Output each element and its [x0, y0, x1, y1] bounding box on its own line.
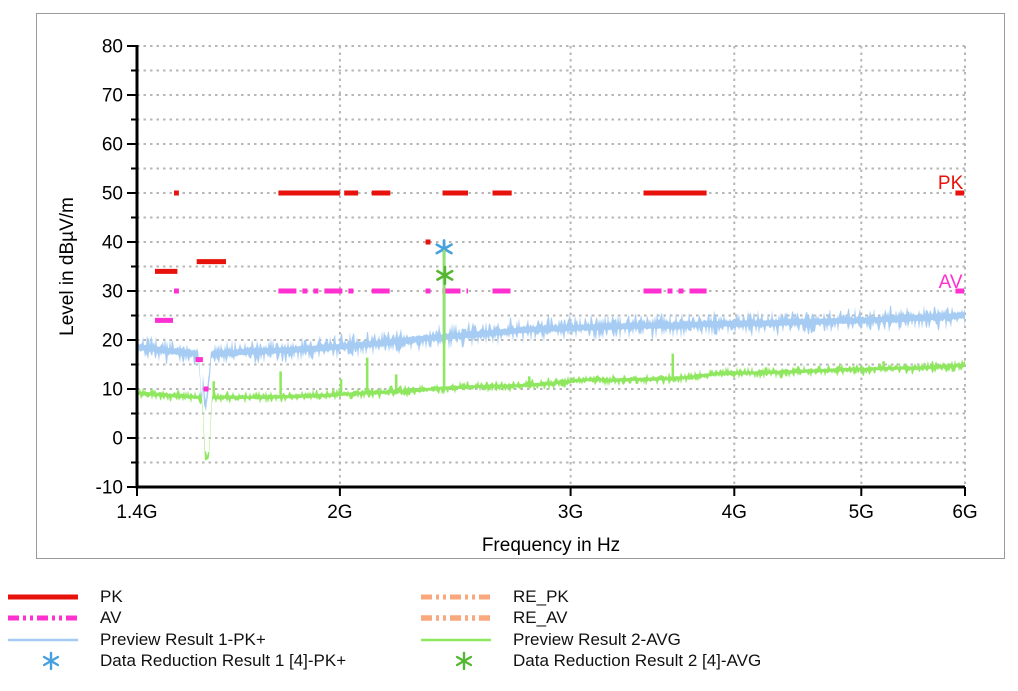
y-tick-label: 20: [102, 331, 123, 352]
x-tick-label: 2G: [327, 502, 352, 523]
x-tick-label: 3G: [558, 502, 583, 523]
re-pk-limit-line-icon: [420, 587, 508, 607]
re-av-limit-line-icon: [420, 608, 508, 628]
legend-label-preview-result-2: Preview Result 2-AVG: [513, 629, 681, 649]
limit-line-AV: [155, 288, 965, 392]
preview-result-2-trace-icon: [420, 630, 508, 650]
legend-label-preview-result-1: Preview Result 1-PK+: [100, 629, 266, 649]
av-limit-line-icon: [7, 608, 95, 628]
y-axis-title: Level in dBµV/m: [57, 197, 78, 336]
x-tick-label: 1.4G: [116, 502, 157, 523]
x-tick-label: 6G: [952, 502, 977, 523]
y-tick-label: 60: [102, 135, 123, 156]
axis-tick-labels: -10 0 10 20 30 40 50 60 70 80 1.4G 2G 3G 4G 5G 6G: [96, 37, 978, 524]
limit-annotation-AV: AV: [939, 272, 963, 293]
emission-level-chart: -10 0 10 20 30 40 50 60 70 80 1.4G 2G 3G 4G 5G 6G Level …: [37, 14, 1004, 557]
gridlines: [137, 45, 966, 487]
y-tick-label: 80: [102, 37, 123, 58]
data-reduction-1-asterisk-icon: [7, 651, 95, 671]
trace-0: [137, 243, 965, 412]
y-tick-label: 30: [102, 282, 123, 303]
y-tick-label: 50: [102, 184, 123, 205]
legend-item-preview-result-1: Preview Result 1-PK+: [7, 629, 346, 651]
limit-annotation-PK: PK: [938, 173, 964, 194]
y-tick-label: 10: [102, 380, 123, 401]
preview-result-1-trace-icon: [7, 630, 95, 650]
y-tick-label: 70: [102, 86, 123, 107]
x-tick-label: 4G: [722, 502, 747, 523]
chart-legend-column-2: RE_PK RE_AV Preview Result 2-AVG Data Re…: [420, 586, 761, 672]
pk-limit-line-icon: [7, 587, 95, 607]
x-tick-label: 5G: [849, 502, 874, 523]
legend-label-av: AV: [100, 608, 122, 628]
y-tick-label: 0: [112, 429, 123, 450]
chart-svg: -10 0 10 20 30 40 50 60 70 80 1.4G 2G 3G 4G 5G 6G Level …: [57, 37, 978, 557]
x-axis-title: Frequency in Hz: [482, 535, 620, 556]
limit-line-PK: [155, 190, 965, 274]
y-tick-label: 40: [102, 233, 123, 254]
legend-item-av: AV: [7, 608, 346, 630]
legend-label-data-reduction-1: Data Reduction Result 1 [4]-PK+: [100, 651, 347, 671]
legend-item-pk: PK: [7, 586, 346, 608]
legend-label-data-reduction-2: Data Reduction Result 2 [4]-AVG: [513, 651, 762, 671]
legend-item-preview-result-2: Preview Result 2-AVG: [420, 629, 761, 651]
axes: [127, 45, 966, 496]
asterisk-marker: [436, 265, 454, 286]
legend-item-re-pk: RE_PK: [420, 586, 761, 608]
y-tick-label: -10: [96, 478, 123, 499]
legend-label-re-av: RE_AV: [513, 608, 568, 628]
legend-item-data-reduction-1: Data Reduction Result 1 [4]-PK+: [7, 651, 346, 673]
chart-panel: -10 0 10 20 30 40 50 60 70 80 1.4G 2G 3G 4G 5G 6G Level …: [36, 13, 1005, 559]
legend-item-re-av: RE_AV: [420, 608, 761, 630]
legend-label-re-pk: RE_PK: [513, 586, 569, 606]
legend-label-pk: PK: [100, 586, 123, 606]
legend-item-data-reduction-2: Data Reduction Result 2 [4]-AVG: [420, 651, 761, 673]
chart-legend-column-1: PK AV Preview Result 1-PK+ Data Reductio…: [7, 586, 346, 672]
data-reduction-2-asterisk-icon: [420, 651, 508, 671]
